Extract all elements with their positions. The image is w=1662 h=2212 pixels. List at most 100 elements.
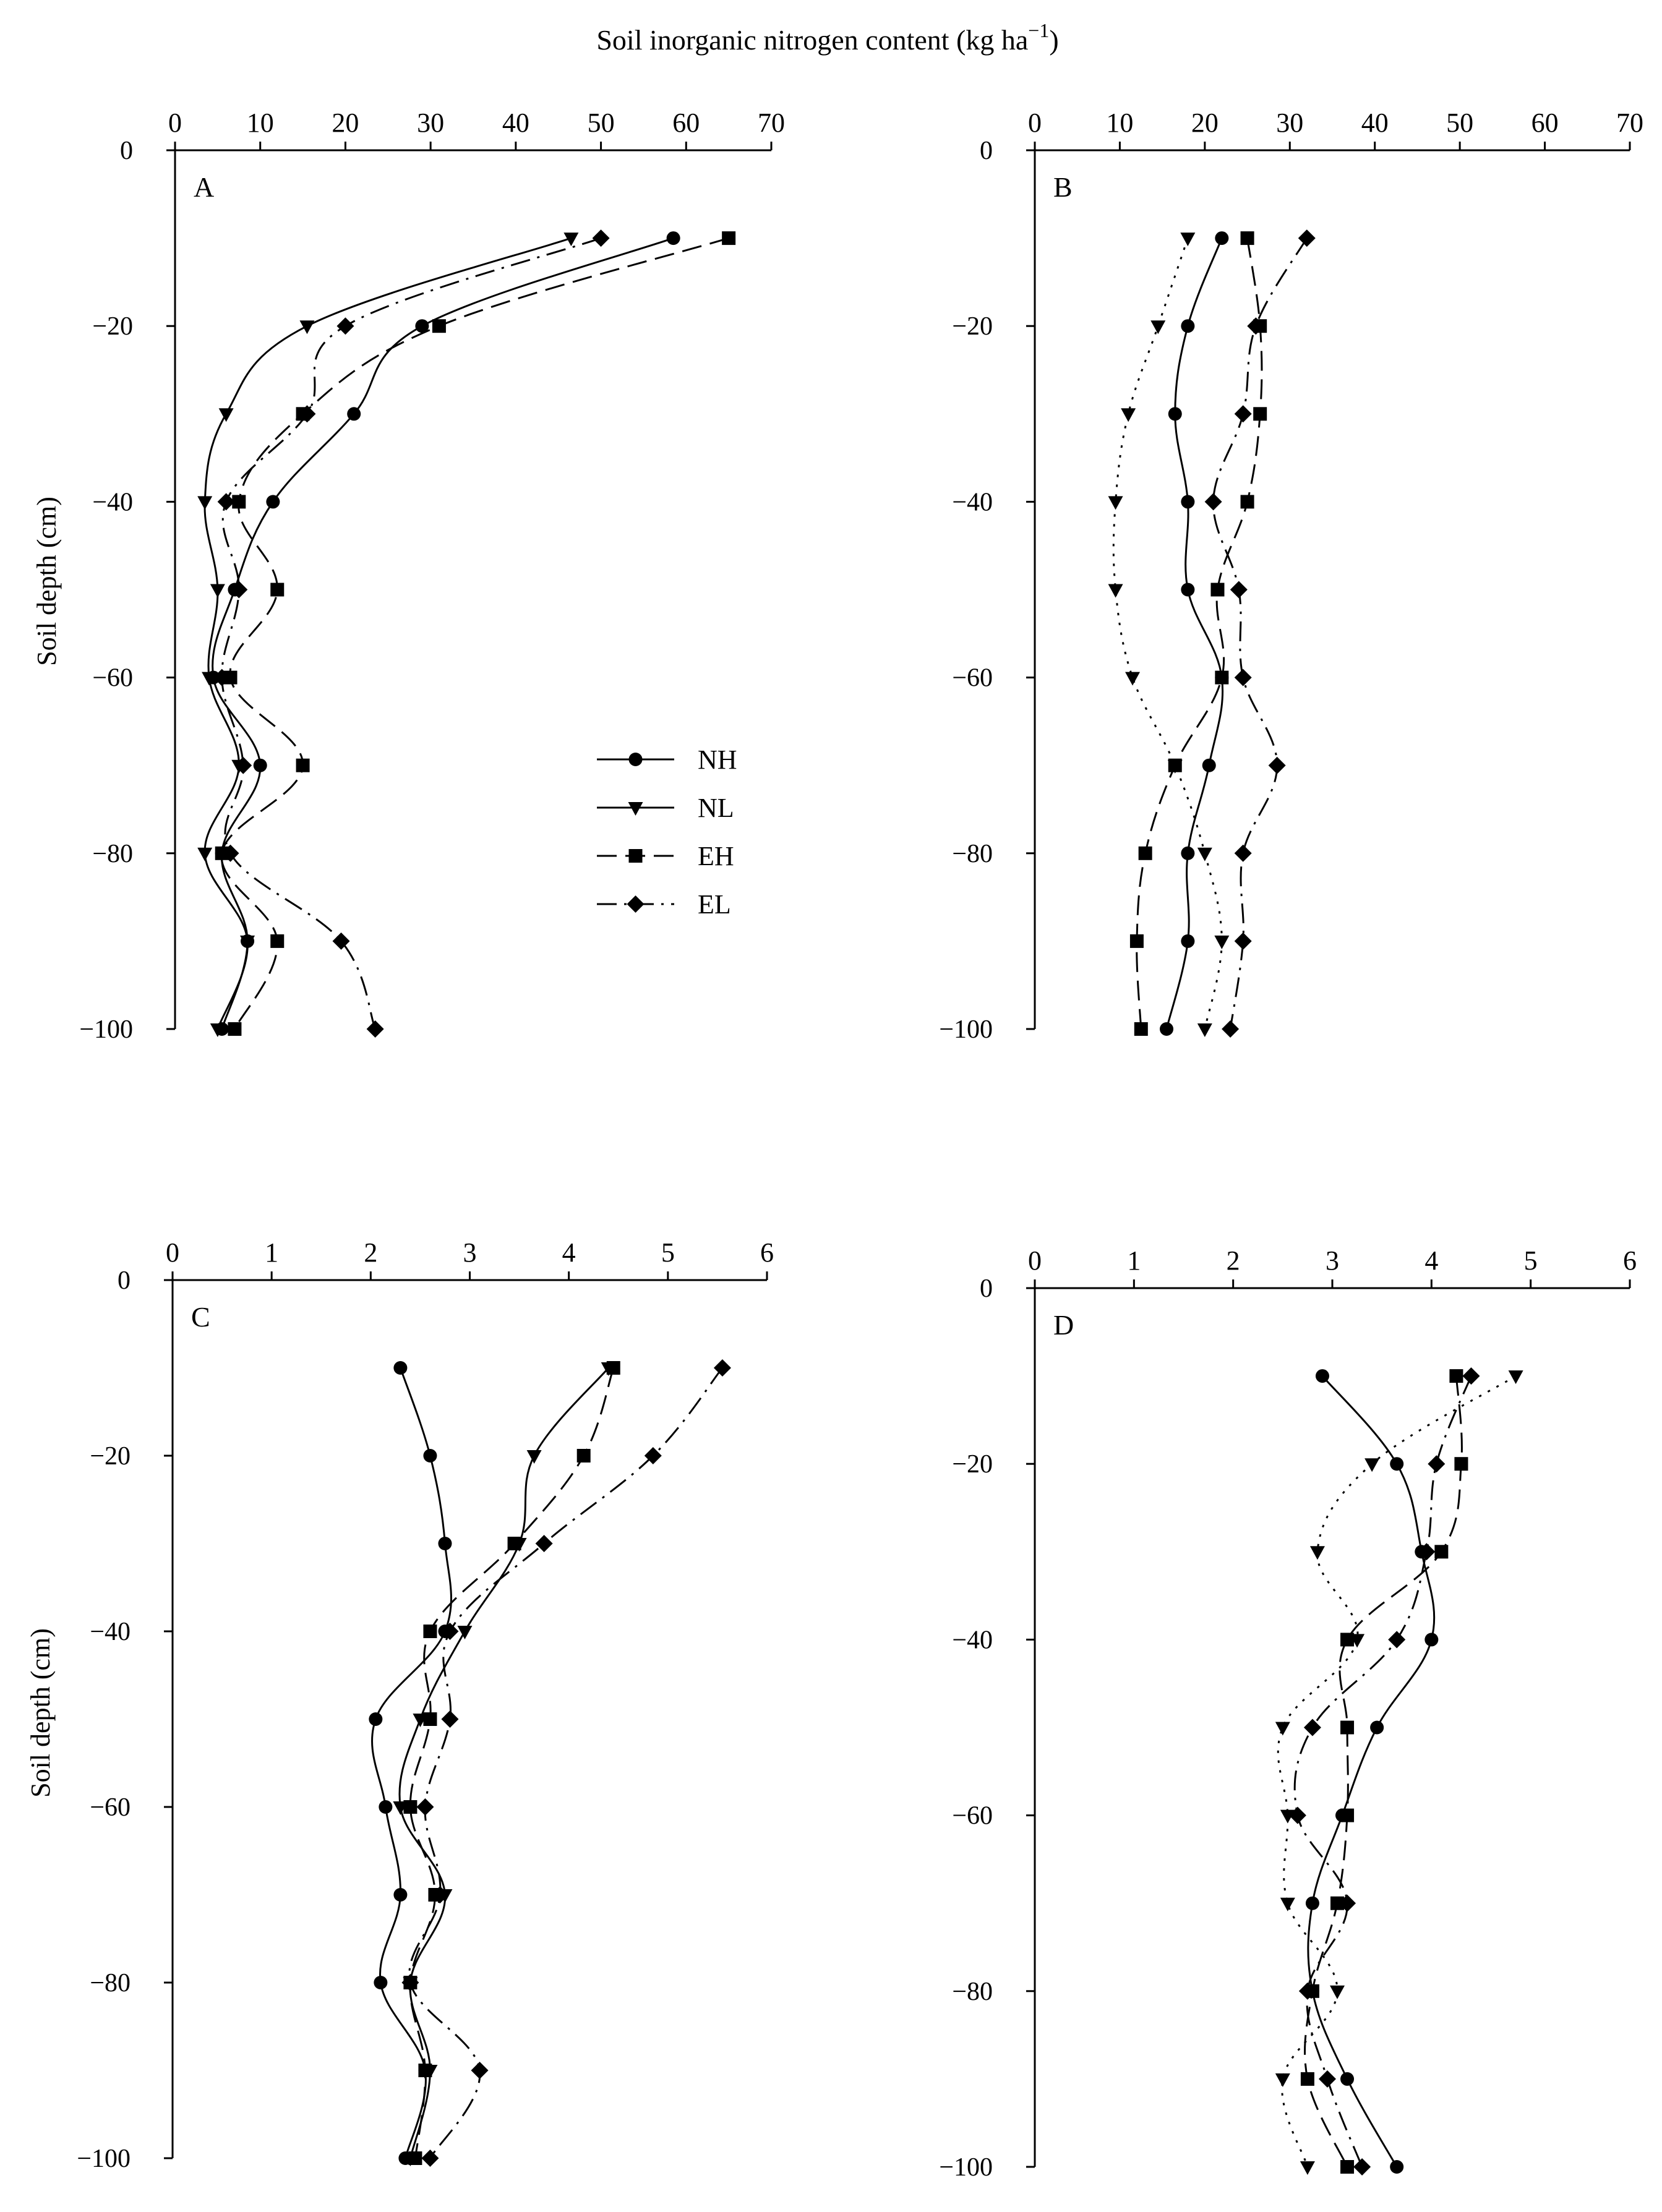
- y-tick-label: −40: [952, 488, 993, 516]
- x-tick-label: 30: [1276, 108, 1303, 138]
- data-point-el: [1418, 1543, 1436, 1561]
- data-point-nl: [1150, 320, 1166, 335]
- y-tick-label: 0: [120, 137, 133, 165]
- series-line-el: [1212, 237, 1308, 1030]
- data-point-nl: [1280, 1897, 1295, 1911]
- data-point-el: [230, 581, 248, 599]
- data-point-eh: [1240, 495, 1254, 509]
- data-point-nh: [369, 1712, 383, 1726]
- data-point-el: [1268, 756, 1286, 774]
- data-point-nh: [1215, 231, 1229, 246]
- x-tick-label: 10: [247, 108, 274, 138]
- data-point-el: [1247, 317, 1265, 335]
- data-point-eh: [270, 583, 285, 597]
- legend-label: EL: [698, 889, 731, 920]
- series-eh: [1129, 231, 1267, 1036]
- data-point-nl: [1108, 584, 1123, 598]
- x-tick-label: 2: [364, 1237, 377, 1268]
- series-line-eh: [1304, 1376, 1463, 2167]
- data-point-el: [1428, 1455, 1446, 1473]
- data-point-eh: [423, 1712, 437, 1726]
- y-tick-label: −20: [952, 1450, 993, 1479]
- data-point-nh: [1305, 1896, 1319, 1910]
- series-nl: [1275, 1370, 1523, 2175]
- data-point-nl: [202, 672, 217, 686]
- data-point-eh: [606, 1361, 620, 1375]
- data-point-nl: [197, 496, 213, 510]
- series-nh: [1160, 231, 1229, 1036]
- data-point-el: [471, 2062, 489, 2079]
- data-point-nh: [438, 1537, 452, 1550]
- data-point-eh: [1340, 2160, 1355, 2174]
- legend-entry-nl: NL: [597, 793, 734, 823]
- data-point-nh: [1340, 2072, 1355, 2086]
- series-line-eh: [409, 1367, 615, 2159]
- series-line-el: [1293, 1375, 1472, 2167]
- data-point-nl: [1508, 1370, 1523, 1385]
- series-nl: [393, 1362, 616, 2166]
- data-point-eh: [1138, 846, 1152, 860]
- x-tick-label: 10: [1106, 108, 1133, 138]
- y-tick-label: −20: [952, 312, 993, 341]
- x-tick-label: 1: [265, 1237, 278, 1268]
- figure-title: Soil inorganic nitrogen content (kg ha−1…: [596, 19, 1058, 56]
- x-tick-label: 0: [168, 108, 182, 138]
- legend: NH NL EH EL: [597, 745, 737, 920]
- y-tick-label: −80: [952, 840, 993, 868]
- panel-label: C: [191, 1301, 210, 1333]
- y-tick-label: −60: [92, 664, 133, 693]
- data-point-nl: [1197, 847, 1212, 861]
- data-point-el: [1230, 581, 1248, 599]
- data-point-eh: [432, 319, 446, 333]
- data-point-el: [1234, 932, 1252, 950]
- figure-title-close: ): [1049, 24, 1058, 56]
- data-point-nh: [415, 319, 429, 333]
- data-point-el: [535, 1535, 553, 1552]
- data-point-nl: [1275, 2073, 1290, 2087]
- data-point-nl: [197, 847, 213, 861]
- data-point-nl: [1300, 2161, 1315, 2175]
- data-point-el: [332, 932, 350, 950]
- data-point-nh: [1181, 319, 1195, 333]
- data-point-eh: [296, 758, 310, 772]
- series-line-nl: [1277, 1375, 1517, 2167]
- data-point-el: [1234, 668, 1252, 686]
- data-point-nh: [423, 1449, 437, 1463]
- series-el: [1204, 229, 1316, 1038]
- data-point-nl: [210, 584, 225, 598]
- data-point-nl: [1180, 233, 1196, 247]
- data-point-nh: [1390, 1457, 1404, 1471]
- series-line-nh: [212, 237, 674, 1030]
- data-point-nl: [526, 1450, 542, 1464]
- y-axis-label-top: Soil depth (cm): [32, 497, 62, 666]
- data-point-el: [1204, 493, 1222, 511]
- data-point-nl: [1330, 1985, 1345, 1999]
- data-point-nh: [1424, 1633, 1439, 1647]
- data-point-eh: [1129, 934, 1144, 948]
- data-point-nh: [1160, 1022, 1174, 1036]
- data-point-nl: [1309, 1546, 1325, 1560]
- data-point-nh: [1181, 495, 1195, 509]
- y-tick-label: −80: [90, 1969, 131, 1997]
- data-point-nh: [1370, 1720, 1384, 1735]
- data-point-el: [1339, 1894, 1356, 1912]
- data-point-el: [1353, 2158, 1371, 2176]
- data-point-nl: [1275, 1722, 1290, 1736]
- data-point-eh: [1330, 1896, 1345, 1910]
- series-line-nh: [371, 1367, 452, 2159]
- data-point-eh: [408, 2151, 422, 2165]
- data-point-nh: [393, 1361, 408, 1375]
- data-point-eh: [1253, 407, 1267, 421]
- data-point-nh: [1181, 583, 1195, 597]
- data-point-el: [1318, 2070, 1336, 2088]
- x-tick-label: 6: [1623, 1245, 1637, 1276]
- data-point-el: [416, 1798, 434, 1816]
- data-point-nh: [666, 231, 680, 246]
- x-tick-label: 0: [166, 1237, 179, 1268]
- x-tick-label: 70: [758, 108, 785, 138]
- data-point-eh: [1168, 758, 1182, 772]
- legend-entry-el: EL: [597, 889, 731, 920]
- data-point-eh: [1215, 670, 1229, 685]
- data-point-eh: [1210, 583, 1225, 597]
